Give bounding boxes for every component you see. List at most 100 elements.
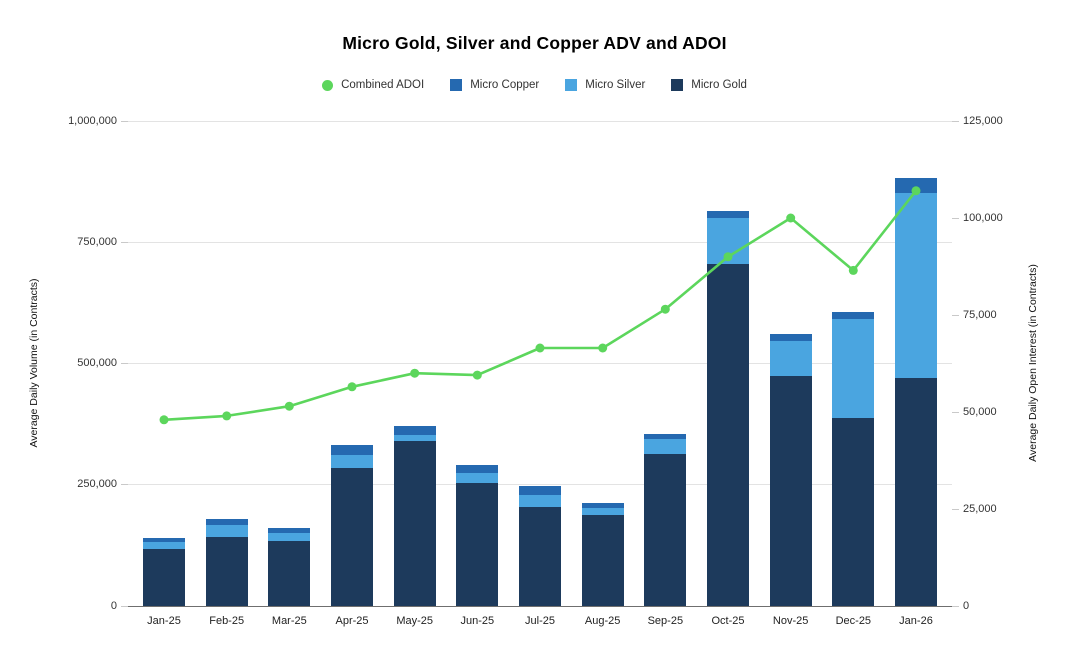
x-axis-label: Oct-25 — [711, 615, 745, 627]
bar-segment-micro-silver[interactable] — [895, 193, 937, 379]
x-axis-label: Jun-25 — [460, 615, 495, 627]
axis-tick — [121, 241, 128, 243]
adoi-point[interactable] — [723, 252, 733, 262]
bar-segment-micro-copper[interactable] — [581, 503, 624, 509]
x-axis-label: Mar-25 — [271, 615, 307, 627]
axis-tick — [121, 484, 128, 486]
gridline — [128, 120, 952, 122]
bar-segment-micro-copper[interactable] — [331, 444, 373, 456]
legend-square-icon — [671, 79, 684, 91]
axis-tick — [121, 605, 128, 607]
bar-segment-micro-gold[interactable] — [393, 440, 436, 606]
bar-segment-micro-copper[interactable] — [456, 464, 499, 473]
bar-segment-micro-gold[interactable] — [707, 264, 749, 606]
bar-segment-micro-silver[interactable] — [331, 455, 373, 469]
axis-tick — [952, 217, 959, 219]
bar-segment-micro-copper[interactable] — [268, 527, 311, 534]
y-axis-tick-label-right: 75,000 — [963, 308, 997, 321]
x-axis-label: Nov-25 — [772, 615, 809, 627]
bar-segment-micro-silver[interactable] — [268, 533, 311, 542]
bar-segment-micro-gold[interactable] — [268, 541, 311, 606]
bar-segment-micro-silver[interactable] — [143, 542, 185, 550]
y-axis-tick-label-left: 750,000 — [77, 235, 117, 248]
bar-segment-micro-copper[interactable] — [143, 537, 185, 542]
bar-segment-micro-copper[interactable] — [707, 210, 749, 218]
y-axis-tick-label-right: 125,000 — [963, 114, 1003, 127]
legend-label: Combined ADOI — [341, 79, 425, 91]
axis-tick — [952, 120, 959, 122]
axis-tick — [952, 411, 959, 413]
x-axis-label: Feb-25 — [209, 615, 245, 627]
y-axis-title-right: Average Daily Open Interest (in Contract… — [1027, 264, 1039, 462]
bar-segment-micro-copper[interactable] — [644, 433, 687, 440]
bar-segment-micro-copper[interactable] — [895, 178, 937, 194]
axis-tick — [952, 508, 959, 510]
gridline — [128, 363, 952, 364]
legend: Combined ADOI Micro Copper Micro Silver … — [0, 77, 1069, 93]
bar-segment-micro-gold[interactable] — [769, 376, 812, 606]
bar-segment-micro-silver[interactable] — [393, 435, 436, 441]
bar-segment-micro-copper[interactable] — [832, 311, 875, 320]
adoi-point[interactable] — [848, 265, 858, 275]
adoi-point[interactable] — [660, 304, 670, 314]
adoi-point[interactable] — [598, 343, 608, 353]
adoi-point[interactable] — [535, 343, 545, 353]
bar-segment-micro-copper[interactable] — [519, 485, 561, 495]
bar-segment-micro-silver[interactable] — [644, 439, 687, 455]
adoi-line — [162, 189, 918, 422]
legend-item-micro-gold[interactable]: Micro Gold — [671, 79, 747, 91]
adoi-point[interactable] — [911, 186, 921, 196]
y-axis-title-left: Average Daily Volume (in Contracts) — [28, 278, 40, 448]
y-axis-tick-label-left: 1,000,000 — [68, 114, 117, 127]
x-axis-label: May-25 — [396, 615, 433, 627]
bar-segment-micro-gold[interactable] — [205, 536, 248, 606]
y-axis-tick-label-right: 0 — [963, 599, 970, 612]
chart-title: Micro Gold, Silver and Copper ADV and AD… — [342, 33, 727, 53]
bar-segment-micro-silver[interactable] — [205, 525, 248, 537]
bar-segment-micro-gold[interactable] — [895, 378, 937, 606]
bar-segment-micro-gold[interactable] — [143, 549, 185, 606]
adoi-point[interactable] — [284, 401, 294, 411]
bar-segment-micro-gold[interactable] — [519, 506, 561, 606]
bar-segment-micro-gold[interactable] — [581, 515, 624, 606]
bar-segment-micro-copper[interactable] — [393, 425, 436, 436]
x-axis-label: Dec-25 — [835, 615, 872, 627]
adoi-point[interactable] — [159, 415, 169, 425]
bar-segment-micro-gold[interactable] — [331, 468, 373, 606]
axis-tick — [952, 605, 959, 607]
adoi-point[interactable] — [472, 370, 482, 380]
y-axis-tick-label-left: 0 — [110, 599, 117, 612]
legend-item-micro-silver[interactable]: Micro Silver — [565, 79, 645, 91]
y-axis-tick-label-left: 250,000 — [77, 478, 117, 491]
legend-label: Micro Copper — [470, 79, 540, 91]
axis-tick — [121, 120, 128, 122]
bar-segment-micro-silver[interactable] — [519, 494, 561, 507]
axis-tick — [121, 363, 128, 364]
bar-segment-micro-gold[interactable] — [456, 482, 499, 606]
adoi-line-layer — [159, 186, 921, 425]
bar-segment-micro-silver[interactable] — [456, 472, 499, 483]
bar-segment-micro-silver[interactable] — [769, 341, 812, 377]
y-axis-tick-label-left: 500,000 — [77, 357, 117, 369]
gridline — [128, 484, 952, 486]
legend-item-micro-copper[interactable]: Micro Copper — [450, 79, 539, 91]
legend-square-icon — [565, 79, 578, 91]
adoi-point[interactable] — [410, 368, 420, 378]
adoi-point[interactable] — [786, 213, 796, 223]
adoi-point[interactable] — [347, 382, 357, 392]
bar-segment-micro-copper[interactable] — [769, 333, 812, 342]
x-axis-label: Aug-25 — [584, 615, 621, 627]
x-axis-label: Jul-25 — [525, 615, 555, 627]
adoi-point[interactable] — [222, 411, 232, 421]
legend-label: Micro Gold — [691, 79, 747, 91]
bar-segment-micro-silver[interactable] — [832, 319, 875, 418]
legend-item-combined-adoi[interactable]: Combined ADOI — [322, 79, 424, 91]
bar-segment-micro-copper[interactable] — [205, 519, 248, 526]
x-axis-label: Jan-26 — [899, 615, 933, 627]
bar-segment-micro-gold[interactable] — [832, 417, 875, 606]
bar-segment-micro-silver[interactable] — [581, 508, 624, 516]
y-axis-tick-label-right: 25,000 — [963, 502, 997, 515]
bar-segment-micro-gold[interactable] — [644, 454, 687, 606]
x-axis-label: Sep-25 — [647, 615, 684, 627]
